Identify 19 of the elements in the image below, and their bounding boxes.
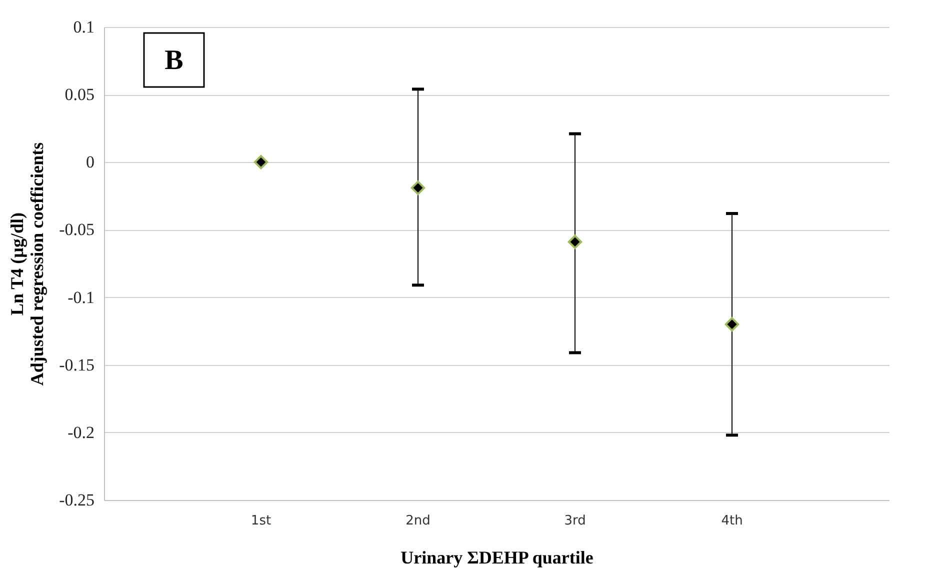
x-tick-label: 2nd (406, 514, 430, 528)
point (254, 155, 268, 170)
y-tick-label: -0.1 (68, 288, 94, 307)
y-tick-label: 0 (86, 152, 94, 172)
x-axis-title: Urinary ΣDEHP quartile (400, 548, 594, 568)
y-tick-label: -0.25 (59, 490, 94, 510)
y-tick-label: -0.2 (68, 422, 94, 442)
x-tick-label: 4th (721, 514, 743, 528)
x-tick-label: 1st (250, 514, 272, 528)
annotation: B (164, 45, 184, 76)
point (724, 317, 740, 332)
y-tick-label: 0.05 (64, 85, 94, 104)
point (568, 234, 582, 249)
y-axis-title: Ln T4 (µg/dl) Adjusted regression coefficients (7, 142, 48, 386)
y-tick-label: -0.15 (59, 355, 94, 374)
x-tick-label: 3rd (564, 514, 586, 528)
point (410, 180, 426, 195)
y-tick-label: -0.05 (59, 220, 94, 240)
y-tick-label: 0.1 (73, 18, 94, 36)
